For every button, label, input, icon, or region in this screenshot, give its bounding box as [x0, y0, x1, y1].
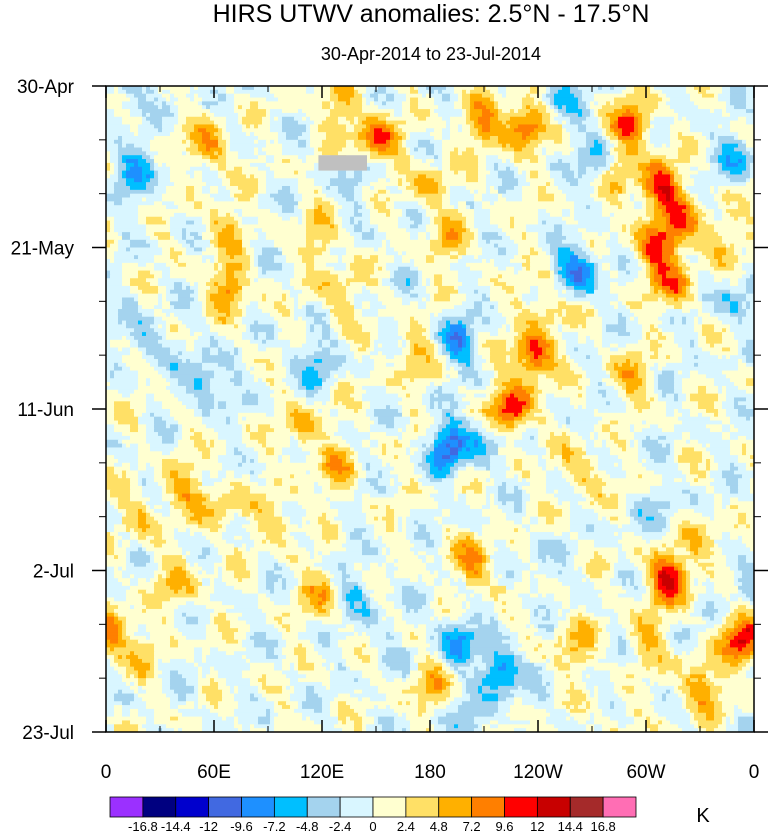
colorbar-swatch [405, 796, 440, 818]
colorbar-swatch [372, 796, 407, 818]
x-tick-label: 180 [414, 762, 446, 783]
y-axis: 30-Apr 21-May 11-Jun 2-Jul 23-Jul [11, 77, 768, 744]
colorbar-level-label: -4.8 [296, 819, 318, 834]
y-tick-label: 21-May [11, 239, 75, 260]
colorbar-swatch [438, 796, 473, 818]
x-axis: 0 60E 120E 180 120W 60W 0 [101, 86, 760, 783]
colorbar-level-label: -7.2 [263, 819, 285, 834]
colorbar-swatch [208, 796, 242, 818]
missing-data-region [318, 155, 367, 171]
missing-data-patch [318, 155, 367, 171]
colorbar-level-label: -14.4 [161, 819, 191, 834]
colorbar-level-label: 2.4 [397, 819, 415, 834]
chart-subtitle: 30-Apr-2014 to 23-Jul-2014 [321, 44, 541, 64]
anomaly-field [106, 86, 754, 732]
colorbar-swatch [602, 796, 637, 818]
y-tick-label: 23-Jul [22, 723, 74, 744]
x-tick-label: 120W [513, 762, 563, 783]
colorbar-unit-label: K [696, 805, 710, 827]
y-tick-label: 11-Jun [17, 400, 74, 421]
colorbar-swatch [142, 796, 177, 818]
x-tick-label: 0 [101, 762, 112, 783]
colorbar-swatch [109, 796, 144, 818]
colorbar-swatch [569, 796, 604, 818]
colorbar-swatch [339, 796, 374, 818]
colorbar-level-label: 12 [530, 819, 544, 834]
colorbar-swatch [241, 796, 275, 818]
y-tick-label: 2-Jul [33, 562, 74, 583]
x-tick-label: 60W [626, 762, 665, 783]
chart-title: HIRS UTWV anomalies: 2.5°N - 17.5°N [213, 0, 650, 28]
colorbar-level-label: -12 [199, 819, 218, 834]
x-tick-label: 120E [300, 762, 344, 783]
colorbar-level-label: 7.2 [463, 819, 481, 834]
colorbar-swatch [471, 796, 505, 818]
colorbar-swatch [536, 796, 571, 818]
colorbar-level-label: -2.4 [329, 819, 351, 834]
colorbar-swatch [175, 796, 210, 818]
colorbar-level-label: 4.8 [430, 819, 448, 834]
colorbar-level-label: 16.8 [590, 819, 615, 834]
x-tick-label: 0 [749, 762, 760, 783]
colorbar-level-label: -16.8 [128, 819, 158, 834]
colorbar-level-label: -9.6 [230, 819, 252, 834]
colorbar-swatch [273, 796, 308, 818]
colorbar-level-label: 0 [369, 819, 376, 834]
y-tick-label: 30-Apr [17, 77, 75, 98]
colorbar-swatch [306, 796, 341, 818]
colorbar: -16.8 -14.4 -12 -9.6 -7.2 -4.8 -2.4 0 2.4 4.8 7.2 9… [109, 796, 637, 834]
colorbar-level-label: 9.6 [495, 819, 513, 834]
colorbar-level-label: 14.4 [558, 819, 583, 834]
x-tick-label: 60E [197, 762, 231, 783]
colorbar-swatch [504, 796, 538, 818]
